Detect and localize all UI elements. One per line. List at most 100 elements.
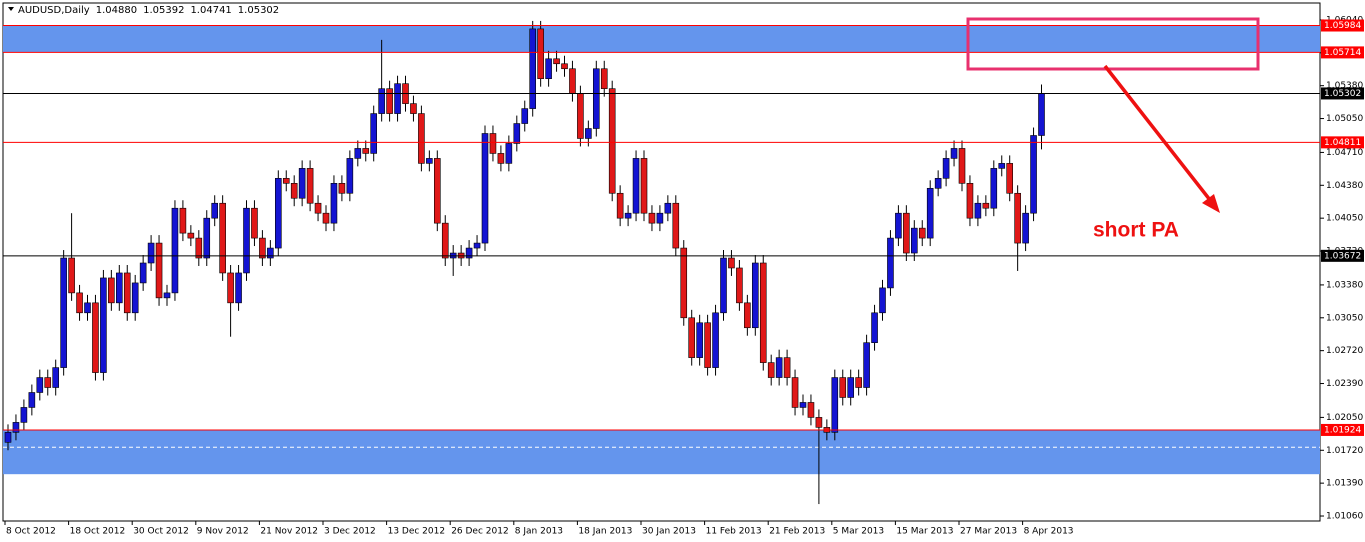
candle-body <box>171 207 179 294</box>
y-tick-label: 1.05380 <box>1326 81 1363 91</box>
y-tick-label: 1.03380 <box>1326 280 1363 290</box>
candle-body <box>640 158 648 214</box>
candle-body <box>354 148 362 159</box>
candle-body <box>751 262 759 329</box>
header-price: 1.04741 <box>190 5 231 16</box>
candles <box>4 20 1045 505</box>
candle-body <box>712 312 719 368</box>
x-tick-label: 21 Feb 2013 <box>769 527 825 537</box>
annotation: short PA <box>1093 219 1179 242</box>
candle-body <box>775 357 783 378</box>
candle-body <box>314 202 322 214</box>
candle-body <box>282 178 290 184</box>
highlight-box <box>966 17 1260 71</box>
candle-body <box>259 237 266 259</box>
level-label: 1.04811 <box>1324 138 1361 148</box>
candle-body <box>521 108 529 124</box>
x-tick-label: 8 Apr 2013 <box>1024 527 1074 537</box>
overlay-layer: 1.060401.057101.053801.050501.047101.043… <box>3 15 1364 537</box>
candle-body <box>346 158 354 194</box>
candle-body <box>624 212 632 219</box>
x-tick-label: 15 Mar 2013 <box>896 527 953 537</box>
candle-body <box>895 212 902 239</box>
candle-body <box>386 88 393 114</box>
x-tick-label: 21 Nov 2012 <box>260 527 318 537</box>
candle-body <box>410 103 417 114</box>
candle-body <box>982 202 990 209</box>
candle-body <box>1022 212 1029 244</box>
candle-body <box>497 153 505 164</box>
zone <box>3 25 1320 53</box>
arrow-line <box>1103 64 1212 202</box>
candle-body <box>155 242 163 299</box>
candle-body <box>664 202 672 214</box>
candle-body <box>338 183 346 194</box>
y-tick-label: 1.02050 <box>1326 413 1363 423</box>
y-tick-label: 1.02390 <box>1326 379 1363 389</box>
level-label-box <box>1321 19 1364 32</box>
level-label-box <box>1321 136 1364 149</box>
candle-body <box>465 247 473 259</box>
level-label-box <box>1321 87 1364 100</box>
candle-body <box>918 227 926 239</box>
candle-body <box>608 88 616 194</box>
candle-body <box>394 83 401 114</box>
candle-body <box>569 68 576 94</box>
candle-body <box>227 272 234 304</box>
candle-body <box>903 212 910 254</box>
candle-body <box>736 267 743 304</box>
x-tick-label: 5 Mar 2013 <box>833 527 884 537</box>
candle-body <box>123 272 131 314</box>
level-label-box <box>1321 423 1364 436</box>
candle-body <box>100 277 107 373</box>
candle-body <box>791 377 799 408</box>
candle-body <box>179 207 187 234</box>
candle-body <box>831 377 839 433</box>
candle-body <box>799 402 807 408</box>
candle-body <box>688 317 696 358</box>
header-price: 1.05392 <box>143 5 184 16</box>
candle-body <box>473 242 481 249</box>
x-tick-label: 18 Oct 2012 <box>70 527 126 537</box>
x-tick-label: 13 Dec 2012 <box>388 527 446 537</box>
y-tick-label: 1.04710 <box>1326 148 1363 158</box>
candle-body <box>879 287 886 314</box>
candle-body <box>561 63 568 70</box>
candle-body <box>672 202 680 249</box>
candle-body <box>235 272 242 304</box>
candle-body <box>1038 93 1045 136</box>
x-tick-label: 3 Dec 2012 <box>324 527 376 537</box>
candle-body <box>632 158 640 214</box>
y-tick-label: 1.04050 <box>1326 214 1363 224</box>
candle-body <box>187 232 195 239</box>
header-symbol: AUDUSD,Daily <box>18 5 90 16</box>
x-tick-label: 30 Oct 2012 <box>133 527 189 537</box>
candle-body <box>251 207 258 239</box>
candle-body <box>863 342 870 388</box>
candle-body <box>489 133 497 154</box>
level-label: 1.05302 <box>1324 89 1361 99</box>
candle-body <box>887 237 894 289</box>
arrow-head <box>1202 194 1220 213</box>
candle-body <box>211 202 218 219</box>
y-tick-label: 1.05050 <box>1326 114 1363 124</box>
candle-body <box>855 377 862 388</box>
candle-body <box>513 123 521 144</box>
header-price: 1.04880 <box>96 5 137 16</box>
candle-body <box>441 222 449 259</box>
candle-body <box>934 178 942 189</box>
candle-body <box>648 212 656 224</box>
candle-body <box>20 407 28 423</box>
candle-body <box>418 113 425 164</box>
x-tick-label: 9 Nov 2012 <box>197 527 249 537</box>
candle-body <box>950 148 958 159</box>
candle-body <box>147 242 155 264</box>
y-tick-label: 1.01390 <box>1326 479 1363 489</box>
candle-body <box>839 377 847 398</box>
candle-body <box>616 192 624 219</box>
candle-body <box>68 257 75 294</box>
candle-body <box>807 402 815 418</box>
candle-body <box>529 28 537 109</box>
candle-body <box>744 302 751 329</box>
candle-body <box>139 262 147 284</box>
